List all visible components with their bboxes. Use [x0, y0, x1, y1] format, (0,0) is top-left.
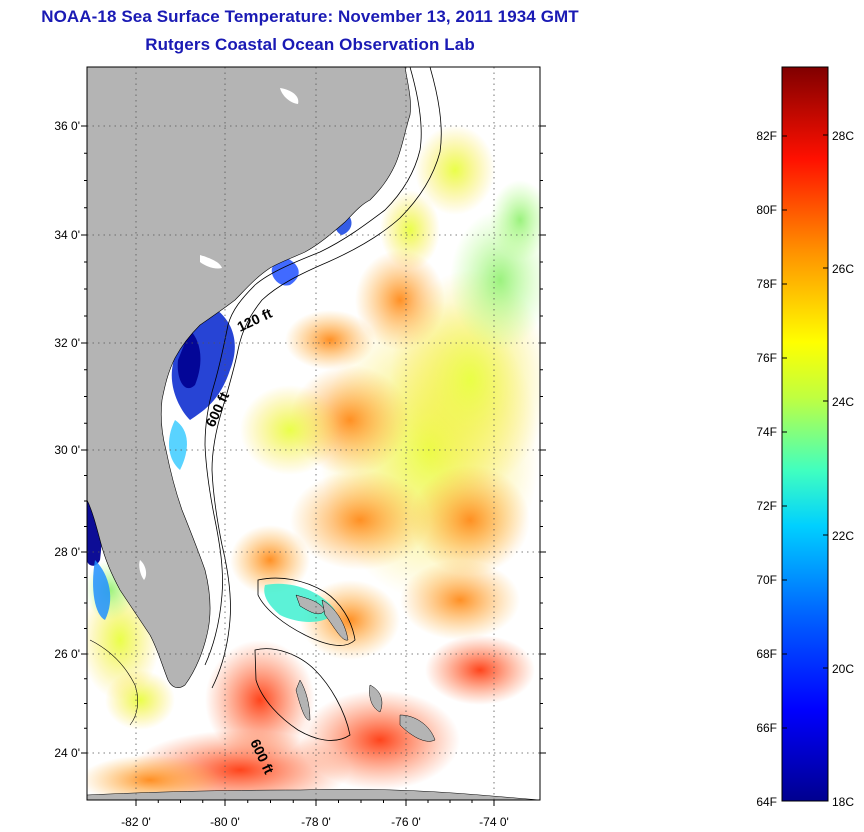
map-frame: [86, 66, 541, 801]
lon-label-minus80: -80 0': [210, 815, 240, 829]
colorbar: 82F 80F 78F 76F 74F 72F 70F 68F 66F 64F …: [756, 66, 854, 809]
lat-label-26: 26 0': [54, 647, 80, 661]
colorbar-label-20c: 20C: [832, 662, 854, 676]
axis-ticks: [81, 125, 546, 806]
graticule: [87, 67, 540, 800]
land-layer: [87, 67, 540, 800]
bathymetry-contours: [89, 67, 442, 741]
colorbar-label-24c: 24C: [832, 395, 854, 409]
map-plot-area: 120 ft 600 ft 600 ft: [87, 67, 540, 800]
latitude-labels: 24 0' 26 0' 28 0' 30 0' 32 0' 34 0' 36 0…: [54, 119, 80, 760]
colorbar-label-64f: 64F: [756, 795, 777, 809]
colorbar-label-28c: 28C: [832, 129, 854, 143]
colorbar-f-ticks: [782, 135, 787, 729]
colorbar-label-66f: 66F: [756, 721, 777, 735]
colorbar-label-18c: 18C: [832, 795, 854, 809]
lon-label-minus82: -82 0': [121, 815, 151, 829]
colorbar-gradient: [781, 66, 829, 802]
colorbar-label-78f: 78F: [756, 277, 777, 291]
colorbar-label-74f: 74F: [756, 425, 777, 439]
map-title: NOAA-18 Sea Surface Temperature: Novembe…: [41, 7, 579, 26]
map-subtitle: Rutgers Coastal Ocean Observation Lab: [145, 35, 475, 54]
colorbar-label-68f: 68F: [756, 647, 777, 661]
colorbar-label-82f: 82F: [756, 129, 777, 143]
colorbar-label-72f: 72F: [756, 499, 777, 513]
lat-label-28: 28 0': [54, 545, 80, 559]
colorbar-label-76f: 76F: [756, 351, 777, 365]
colorbar-label-80f: 80F: [756, 203, 777, 217]
lat-label-24: 24 0': [54, 746, 80, 760]
longitude-labels: -82 0' -80 0' -78 0' -76 0' -74 0': [121, 815, 509, 829]
colorbar-label-26c: 26C: [832, 262, 854, 276]
colorbar-c-ticks: [823, 134, 828, 669]
lon-label-minus74: -74 0': [479, 815, 509, 829]
colorbar-label-22c: 22C: [832, 529, 854, 543]
sst-data-layer: [87, 125, 540, 800]
lat-label-32: 32 0': [54, 336, 80, 350]
lat-label-34: 34 0': [54, 228, 80, 242]
lat-label-30: 30 0': [54, 443, 80, 457]
lon-label-minus76: -76 0': [391, 815, 421, 829]
lat-label-36: 36 0': [54, 119, 80, 133]
lon-label-minus78: -78 0': [301, 815, 331, 829]
colorbar-label-70f: 70F: [756, 573, 777, 587]
